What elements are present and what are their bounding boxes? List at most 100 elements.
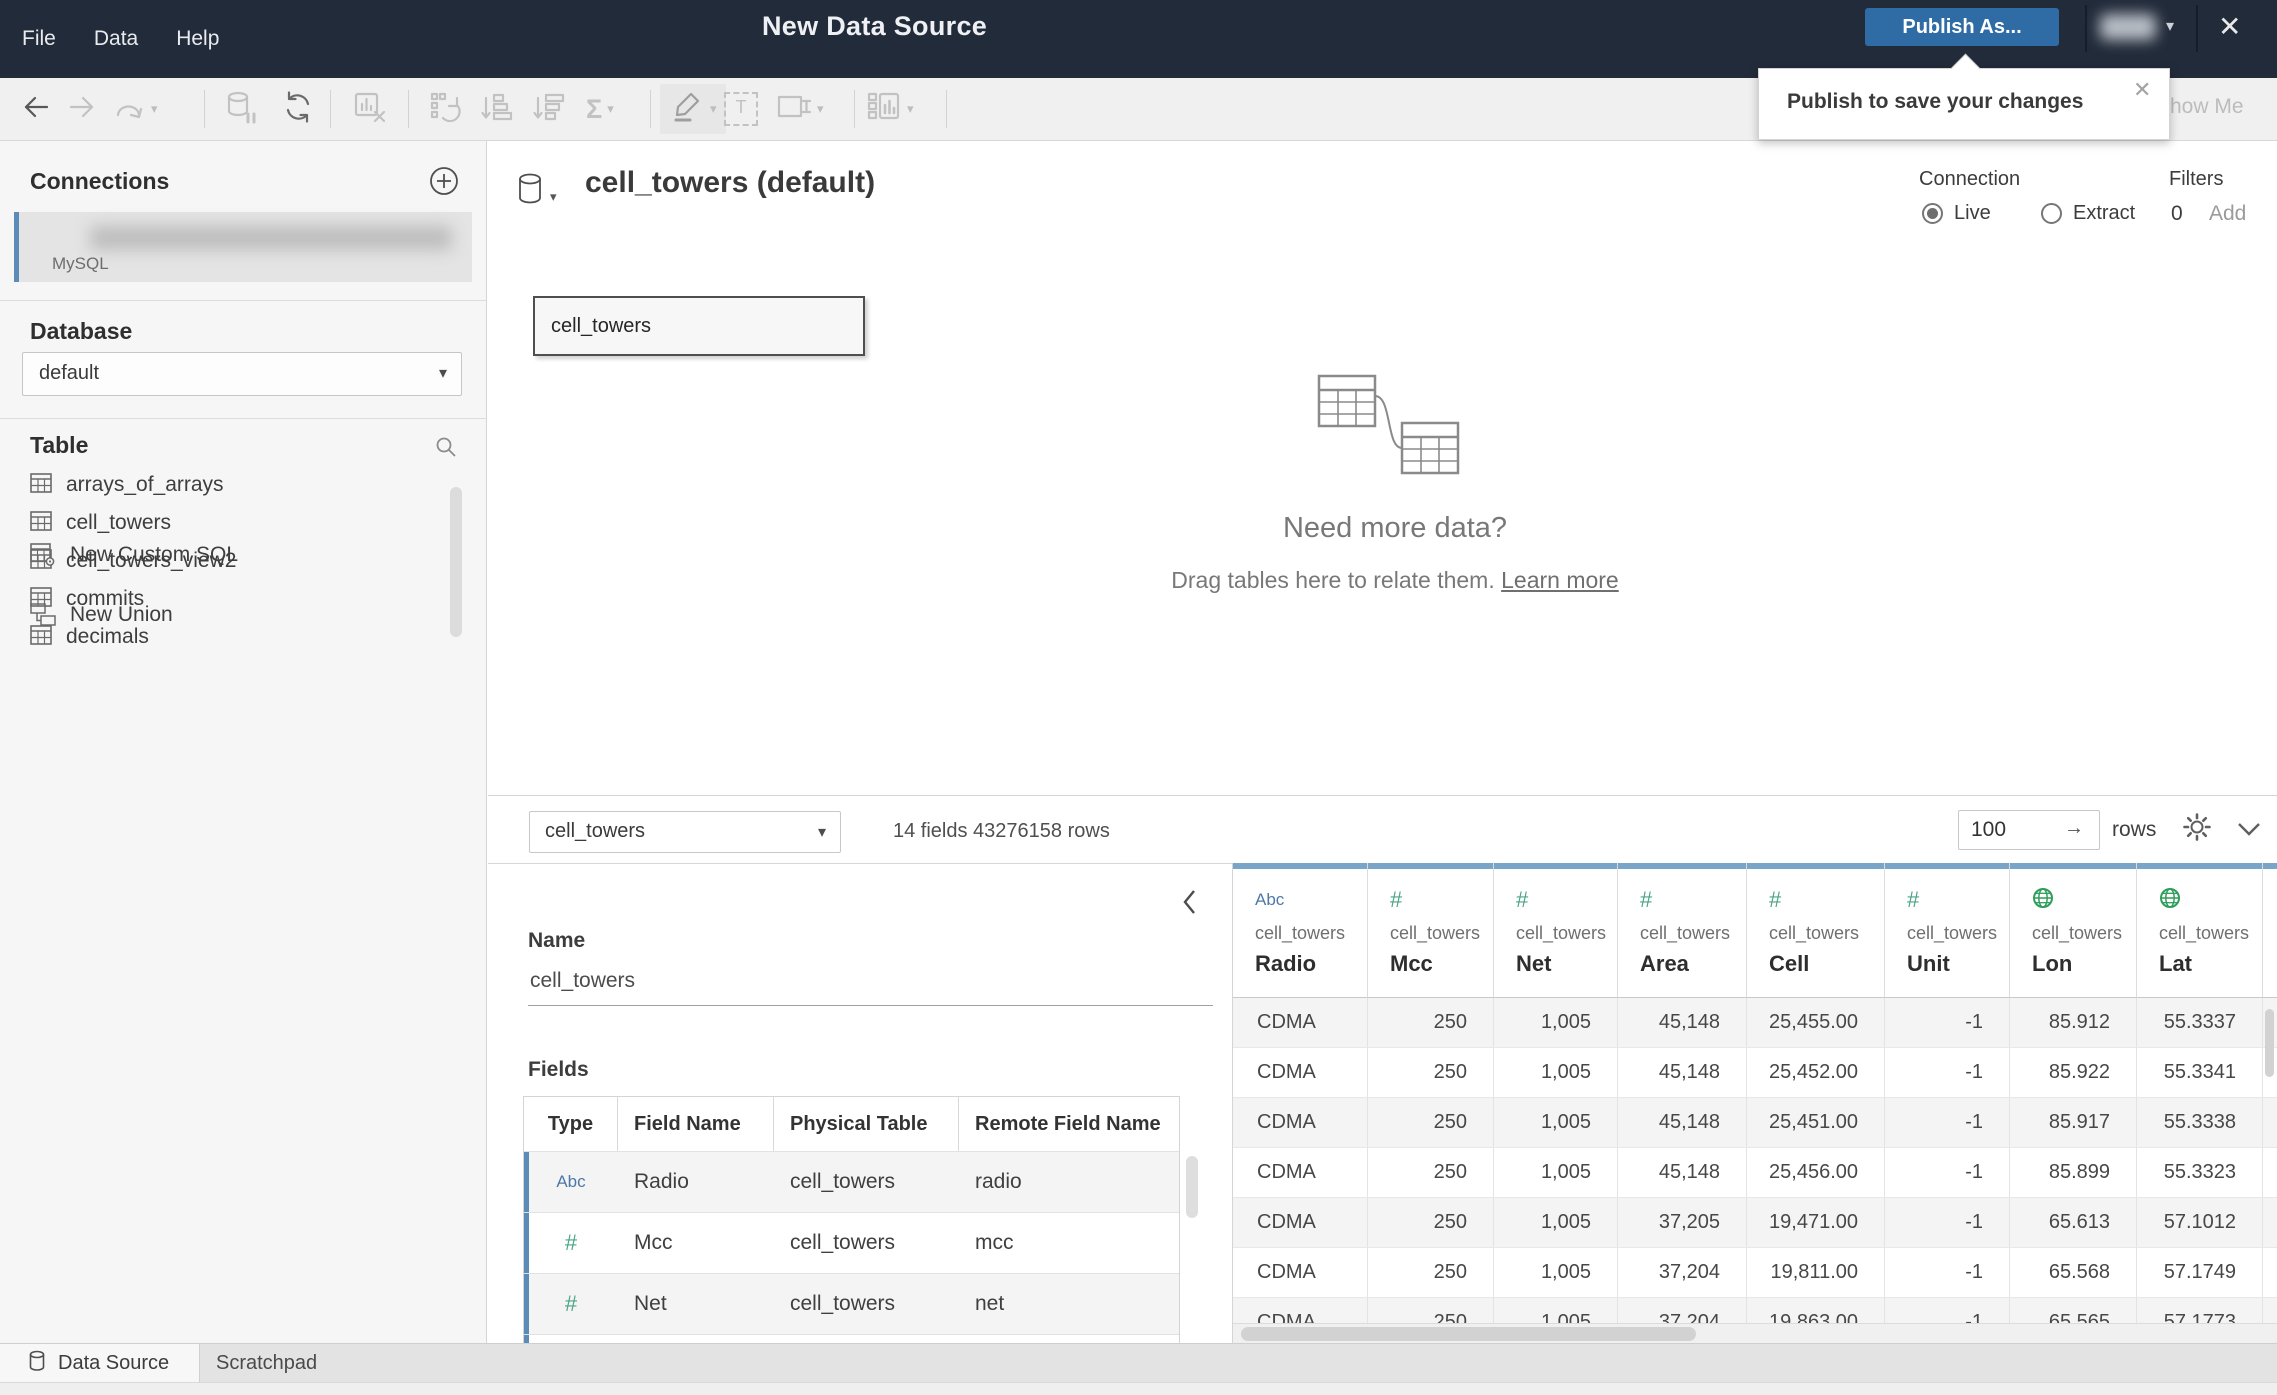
grid-cell[interactable]: -1 [1885,1198,2010,1247]
grid-column-header-unit[interactable]: # cell_towers Unit [1885,863,2010,998]
grid-cell[interactable]: 45,148 [1618,1098,1747,1147]
grid-cell[interactable]: CDMA [1233,1148,1368,1197]
table-list-scrollbar[interactable] [450,487,462,637]
scrollbar-thumb[interactable] [1241,1327,1696,1341]
text-label-button[interactable]: T [724,78,758,140]
grid-cell[interactable]: 37,204 [1618,1248,1747,1297]
grid-cell[interactable]: 65.568 [2010,1248,2137,1297]
grid-cell[interactable]: 1,005 [1494,1248,1618,1297]
grid-cell[interactable]: 45,148 [1618,998,1747,1047]
grid-cell[interactable]: 250 [1368,1048,1494,1097]
table-item-commits[interactable]: commits [0,580,448,618]
grid-cell[interactable]: 55.3323 [2137,1148,2263,1197]
grid-cell[interactable]: 57.1012 [2137,1198,2263,1247]
pause-data-source-button[interactable] [224,78,260,140]
extract-label[interactable]: Extract [2073,202,2136,224]
grid-cell[interactable]: CDMA [1233,1198,1368,1247]
datasource-title[interactable]: cell_towers (default) [585,166,876,199]
grid-cell[interactable]: 37,205 [1618,1198,1747,1247]
grid-cell[interactable]: 19,471.00 [1747,1198,1885,1247]
live-label[interactable]: Live [1954,202,1991,224]
close-icon[interactable]: ✕ [2218,11,2242,42]
grid-cell[interactable]: 250 [1368,1198,1494,1247]
grid-column-header-area[interactable]: # cell_towers Area [1618,863,1747,998]
fields-table-scrollbar[interactable] [1186,1156,1198,1218]
grid-column-header-lon[interactable]: cell_towers Lon [2010,863,2137,998]
extract-radio[interactable] [2041,203,2062,224]
field-row-radio[interactable]: Abc Radio cell_towers radio [524,1151,1179,1212]
grid-cell[interactable]: 85.899 [2010,1148,2137,1197]
table-item-decimals[interactable]: decimals [0,618,448,656]
grid-cell[interactable]: -1 [1885,1048,2010,1097]
datasource-icon[interactable] [516,173,544,210]
grid-cell[interactable]: 55.3337 [2137,998,2263,1047]
grid-cell[interactable]: 250 [1368,998,1494,1047]
grid-cell[interactable]: 45,148 [1618,1048,1747,1097]
grid-cell[interactable]: -1 [1885,998,2010,1047]
grid-cell[interactable]: 65.565 [2010,1298,2137,1323]
table-item-arrays_of_arrays[interactable]: arrays_of_arrays [0,466,448,504]
close-icon[interactable]: ✕ [2133,77,2152,102]
grid-cell[interactable]: 25,451.00 [1747,1098,1885,1147]
grid-cell[interactable]: -1 [1885,1248,2010,1297]
grid-cell[interactable]: 250 [1368,1098,1494,1147]
apply-rows-arrow-icon[interactable]: → [2064,817,2084,839]
fit-button[interactable]: ▾ [776,78,824,140]
field-row-mcc[interactable]: # Mcc cell_towers mcc [524,1212,1179,1273]
grid-cell[interactable]: 55.3338 [2137,1098,2263,1147]
chevron-down-icon[interactable]: ▾ [2166,18,2175,35]
grid-cell[interactable]: 57.1773 [2137,1298,2263,1323]
grid-cell[interactable]: CDMA [1233,998,1368,1047]
row-count-input[interactable] [1958,810,2100,850]
grid-cell[interactable]: 19,811.00 [1747,1248,1885,1297]
grid-horizontal-scrollbar[interactable] [1233,1323,2277,1344]
grid-cell[interactable]: 1,005 [1494,1098,1618,1147]
sort-descending-button[interactable] [532,78,568,140]
grid-cell[interactable]: 250 [1368,1248,1494,1297]
menu-data[interactable]: Data [93,27,139,50]
grid-cell[interactable]: 25,456.00 [1747,1148,1885,1197]
grid-cell[interactable]: 1,005 [1494,1048,1618,1097]
table-item-cell_towers[interactable]: cell_towers [0,504,448,542]
grid-column-header-mcc[interactable]: # cell_towers Mcc [1368,863,1494,998]
grid-cell[interactable]: 25,455.00 [1747,998,1885,1047]
add-connection-button[interactable] [428,165,460,202]
forward-button[interactable] [66,78,102,140]
learn-more-link[interactable]: Learn more [1501,567,1619,593]
back-button[interactable] [16,78,52,140]
menu-help[interactable]: Help [176,27,220,50]
filters-add-button[interactable]: Add [2209,202,2247,225]
gear-icon[interactable] [2182,812,2212,847]
field-row-net[interactable]: # Net cell_towers net [524,1273,1179,1334]
redo-button[interactable]: ▾ [110,78,158,140]
grid-cell[interactable]: 85.912 [2010,998,2137,1047]
preview-table-select[interactable]: cell_towers ▾ [529,811,841,853]
grid-cell[interactable]: 1,005 [1494,1298,1618,1323]
new-union-button[interactable]: New Union [30,603,173,627]
grid-cell[interactable]: 37,204 [1618,1298,1747,1323]
chevron-down-icon[interactable]: ▾ [550,189,557,204]
grid-cell[interactable]: 55.3341 [2137,1048,2263,1097]
grid-cell[interactable]: -1 [1885,1098,2010,1147]
tab-data-source[interactable]: Data Source [0,1344,200,1382]
grid-cell[interactable]: CDMA [1233,1098,1368,1147]
highlight-button[interactable]: ▾ [660,84,726,134]
publish-as-button[interactable]: Publish As... [1865,8,2059,46]
grid-column-header-cell[interactable]: # cell_towers Cell [1747,863,1885,998]
database-select[interactable]: default ▾ [22,352,462,396]
grid-vertical-scrollbar[interactable] [2265,1009,2274,1077]
avatar[interactable] [2100,14,2156,40]
show-me-button[interactable]: Show Me [2156,95,2244,118]
collapse-metadata-chevron-left-icon[interactable] [1181,888,1197,921]
show-cards-button[interactable]: ▾ [866,78,914,140]
chevron-down-icon[interactable] [2236,822,2262,843]
grid-cell[interactable]: 45,148 [1618,1148,1747,1197]
grid-cell[interactable]: 25,452.00 [1747,1048,1885,1097]
sort-ascending-button[interactable] [480,78,516,140]
grid-cell[interactable]: CDMA [1233,1048,1368,1097]
grid-cell[interactable]: 1,005 [1494,998,1618,1047]
grid-cell[interactable]: -1 [1885,1298,2010,1323]
new-custom-sql-button[interactable]: New Custom SQL [30,543,238,567]
grid-cell[interactable]: 250 [1368,1298,1494,1323]
grid-cell[interactable]: 57.1749 [2137,1248,2263,1297]
